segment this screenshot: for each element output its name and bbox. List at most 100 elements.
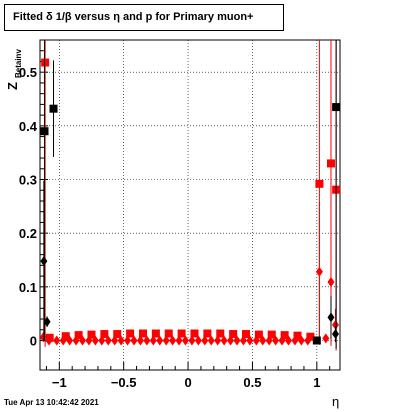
data-point-diamond — [53, 335, 61, 346]
data-point-diamond — [207, 335, 215, 346]
data-point-diamond — [104, 335, 112, 346]
data-point-square — [280, 331, 289, 340]
marker — [130, 335, 138, 346]
data-marks — [39, 40, 341, 351]
marker — [66, 335, 74, 346]
data-point-diamond — [291, 335, 299, 346]
marker — [136, 335, 144, 346]
data-point-diamond — [156, 335, 164, 346]
title-box: Fitted δ 1/β versus η and p for Primary … — [4, 4, 284, 31]
data-point-diamond — [259, 335, 267, 346]
marker — [265, 335, 273, 346]
data-point-diamond — [43, 316, 51, 328]
marker — [306, 332, 315, 341]
marker — [126, 329, 135, 338]
data-point-square — [49, 60, 58, 157]
marker — [169, 335, 177, 346]
data-point-square — [306, 332, 315, 341]
marker — [98, 335, 106, 346]
data-point-diamond — [220, 335, 228, 346]
data-point-square — [41, 40, 50, 347]
marker — [113, 330, 122, 339]
marker — [233, 335, 241, 346]
data-point-square — [254, 330, 263, 339]
marker — [40, 127, 49, 136]
chart-title: Fitted δ 1/β versus η and p for Primary … — [13, 11, 254, 23]
data-point-diamond — [72, 335, 80, 346]
marker — [242, 330, 251, 339]
axes: −1 −0.5 0 0.5 1 0 0.1 0.2 0.3 0.4 0.5 — [19, 39, 331, 390]
data-point-diamond — [194, 335, 202, 346]
data-point-diamond — [188, 335, 196, 346]
marker — [291, 335, 299, 346]
marker — [190, 329, 199, 338]
data-point-diamond — [130, 335, 138, 346]
x-tick-label: 0 — [184, 375, 191, 390]
data-point-diamond — [227, 335, 235, 346]
data-point-diamond — [284, 335, 292, 346]
data-point-square — [87, 330, 96, 339]
marker — [175, 335, 183, 346]
marker — [61, 332, 70, 341]
marker — [315, 179, 324, 188]
marker — [297, 335, 305, 346]
marker — [214, 335, 222, 346]
data-point-diamond — [181, 335, 189, 346]
marker — [239, 335, 247, 346]
data-point-square — [293, 331, 302, 340]
data-point-diamond — [143, 335, 151, 346]
x-tick-label: −1 — [52, 375, 67, 390]
data-point-diamond — [252, 335, 260, 346]
data-point-diamond — [297, 335, 305, 346]
marker — [45, 335, 53, 346]
marker — [229, 330, 238, 339]
data-point-diamond — [239, 335, 247, 346]
marker — [43, 316, 51, 327]
marker — [181, 335, 189, 346]
plot-frame — [39, 39, 341, 371]
marker — [272, 335, 280, 346]
data-point-square — [100, 330, 109, 339]
marker — [164, 329, 173, 338]
marker — [327, 312, 335, 323]
data-point-square — [190, 329, 199, 338]
data-point-diamond — [85, 335, 93, 346]
marker — [332, 103, 341, 112]
data-point-diamond — [214, 335, 222, 346]
data-point-diamond — [59, 335, 67, 346]
data-point-diamond — [66, 335, 74, 346]
marker — [227, 335, 235, 346]
marker — [78, 335, 86, 346]
data-point-diamond — [111, 335, 119, 346]
y-tick-label: 0 — [30, 333, 37, 348]
marker — [246, 335, 254, 346]
marker — [49, 104, 58, 113]
marker — [203, 329, 212, 338]
data-point-diamond — [124, 335, 132, 346]
marker — [143, 335, 151, 346]
data-point-square — [139, 329, 148, 338]
marker — [59, 335, 67, 346]
data-point-diamond — [322, 333, 330, 344]
data-point-diamond — [136, 335, 144, 346]
data-point-square — [267, 330, 276, 339]
data-point-square — [113, 330, 122, 339]
marker — [87, 330, 96, 339]
marker — [41, 58, 50, 67]
data-point-square — [203, 329, 212, 338]
marker — [156, 335, 164, 346]
data-point-square — [164, 329, 173, 338]
marker — [259, 335, 267, 346]
marker — [312, 336, 321, 345]
data-point-diamond — [315, 202, 323, 342]
marker — [85, 335, 93, 346]
marker — [139, 329, 148, 338]
x-tick-label: 1 — [313, 375, 320, 390]
data-point-diamond — [98, 335, 106, 346]
data-point-diamond — [265, 335, 273, 346]
data-point-square — [242, 330, 251, 339]
marker — [322, 333, 330, 344]
data-point-diamond — [331, 326, 339, 343]
data-point-diamond — [162, 335, 170, 346]
